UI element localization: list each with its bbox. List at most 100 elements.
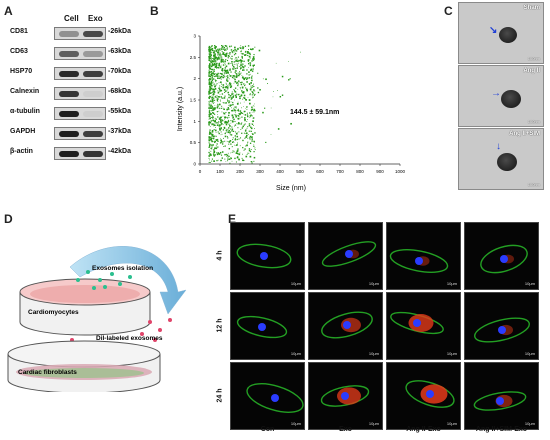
data-point [209, 92, 212, 94]
data-point [223, 112, 226, 115]
data-point [233, 107, 235, 109]
data-point [213, 151, 216, 154]
data-point [247, 54, 249, 57]
data-point [222, 48, 224, 50]
data-point [216, 153, 219, 156]
data-point [219, 52, 221, 54]
data-point [257, 91, 260, 94]
data-point [222, 102, 224, 104]
data-point [223, 116, 225, 118]
data-point [237, 142, 238, 144]
data-point [209, 83, 211, 85]
data-point [225, 86, 227, 89]
data-point [212, 117, 214, 119]
nucleus [345, 250, 353, 258]
data-point [215, 84, 217, 86]
data-point [234, 58, 236, 60]
data-point [254, 103, 255, 105]
data-point [210, 84, 212, 86]
confocal-image: 10μm [230, 362, 305, 430]
data-point [231, 63, 233, 65]
data-point [213, 112, 215, 115]
data-point [208, 65, 210, 67]
wb-row: α-tubulin -55kDa [6, 106, 141, 121]
data-point [212, 123, 214, 125]
data-point [221, 73, 223, 75]
data-point [231, 114, 234, 117]
data-point [211, 95, 212, 97]
data-point [231, 141, 234, 143]
data-point [236, 102, 239, 105]
data-point [225, 82, 227, 84]
data-point [217, 131, 219, 133]
data-point [225, 52, 228, 55]
data-point [224, 76, 226, 78]
data-point [239, 87, 241, 89]
data-point [240, 102, 241, 104]
data-point [213, 58, 215, 60]
data-point [225, 161, 227, 162]
data-point [235, 161, 237, 163]
data-point [227, 62, 230, 65]
data-point [219, 72, 221, 75]
wb-band-exo [83, 131, 103, 137]
data-point [214, 85, 216, 88]
exosome-vesicle [497, 153, 517, 171]
data-point [232, 93, 234, 95]
data-point [212, 111, 214, 114]
data-point [210, 55, 212, 57]
data-point [215, 65, 218, 67]
data-point [251, 75, 253, 77]
data-point [229, 75, 231, 77]
data-point [213, 83, 215, 85]
data-point [249, 48, 252, 50]
data-point [227, 129, 229, 131]
data-point [239, 59, 242, 62]
data-point [239, 68, 242, 70]
data-point [232, 96, 235, 98]
data-point [221, 111, 223, 113]
data-point [214, 53, 216, 55]
data-point [227, 54, 230, 57]
data-point [208, 133, 211, 135]
wb-band-cell [59, 91, 79, 97]
data-point [208, 114, 211, 116]
data-point [225, 72, 228, 74]
data-point [208, 108, 210, 110]
wb-band-exo [83, 31, 103, 37]
data-point [228, 141, 230, 143]
data-point [208, 81, 211, 83]
data-point [218, 91, 220, 93]
data-point [232, 95, 235, 97]
data-point [243, 78, 246, 81]
data-point [213, 76, 215, 78]
data-point [252, 92, 254, 94]
data-point [208, 53, 211, 55]
data-point [226, 49, 228, 51]
data-point [251, 140, 253, 142]
data-point [209, 95, 211, 98]
data-point [224, 117, 226, 119]
data-point [210, 154, 212, 156]
data-point [210, 147, 212, 150]
data-point [253, 105, 255, 107]
data-point [230, 128, 231, 129]
data-point [209, 122, 211, 124]
data-point [227, 137, 229, 139]
data-point [235, 57, 237, 59]
data-point [209, 131, 211, 134]
data-point [211, 79, 213, 82]
data-point [216, 68, 217, 69]
data-point [229, 84, 231, 85]
data-point [222, 52, 224, 54]
data-point [227, 107, 229, 109]
data-point [210, 55, 212, 57]
data-point [211, 78, 213, 80]
data-point [210, 69, 212, 71]
data-point [221, 57, 222, 59]
data-point [214, 60, 217, 62]
data-point [215, 61, 216, 63]
data-point [234, 157, 236, 160]
data-point [208, 79, 210, 81]
data-point [234, 137, 236, 139]
